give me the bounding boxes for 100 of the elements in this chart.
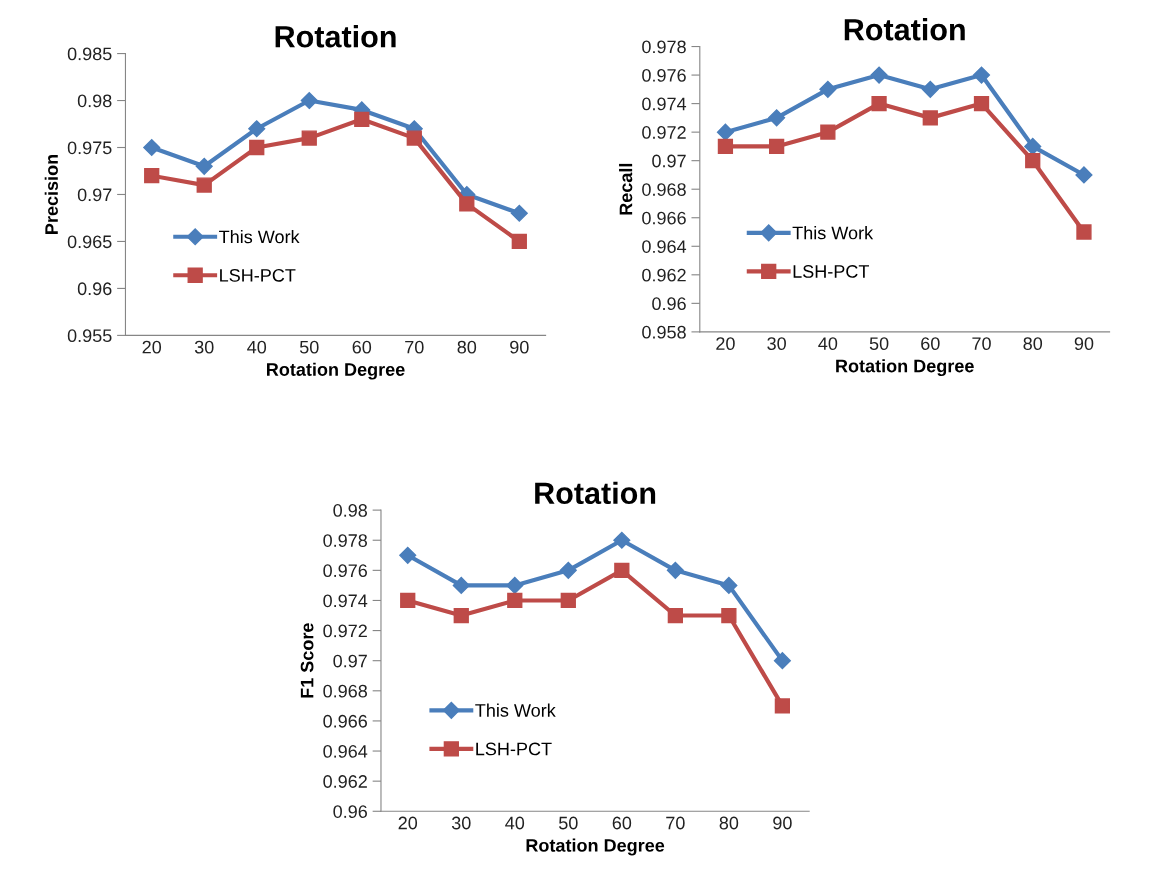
point [406, 130, 422, 146]
point [720, 576, 738, 594]
point [613, 531, 631, 549]
point [559, 561, 577, 579]
y-tick-label: 0.96 [652, 297, 686, 311]
y-tick-label: 0.96 [333, 805, 367, 818]
point [560, 592, 576, 609]
y-tick-label: 0.96 [77, 282, 112, 296]
chart-title: Rotation [275, 25, 396, 48]
x-tick-label: 90 [1074, 337, 1094, 351]
point [1025, 153, 1041, 169]
x-tick-label: 50 [869, 337, 889, 351]
x-tick-label: 30 [767, 337, 786, 351]
point [452, 576, 470, 594]
y-tick-label: 0.972 [642, 126, 686, 139]
point [716, 123, 734, 141]
y-tick-label: 0.97 [77, 188, 112, 202]
point [248, 120, 266, 138]
y-tick-label: 0.966 [642, 211, 686, 225]
point [249, 139, 265, 156]
x-tick-label: 90 [773, 816, 792, 830]
point [459, 196, 475, 212]
point [768, 109, 786, 127]
y-tick-label: 0.968 [642, 183, 686, 196]
point [973, 95, 990, 112]
point [773, 652, 791, 670]
legend-label: LSH-PCT [220, 268, 296, 282]
point [871, 95, 887, 112]
legend-label: This Work [219, 230, 300, 244]
point [921, 80, 939, 98]
y-tick-label: 0.962 [323, 775, 367, 788]
y-axis-title: Precision [44, 154, 58, 234]
point [1076, 224, 1092, 240]
point [399, 546, 417, 564]
y-tick-label: 0.955 [67, 329, 112, 343]
point [143, 138, 161, 157]
x-tick-label: 90 [510, 340, 529, 354]
legend-label: This Work [792, 226, 874, 240]
x-tick-label: 60 [612, 816, 632, 830]
y-tick-label: 0.965 [67, 235, 112, 249]
y-tick-label: 0.978 [323, 534, 368, 547]
point [511, 233, 527, 250]
y-tick-label: 0.972 [323, 624, 367, 638]
legend-label: This Work [475, 703, 556, 717]
chart-title: Rotation [535, 481, 656, 505]
point [666, 561, 684, 579]
x-tick-label: 60 [921, 337, 940, 351]
point [1024, 137, 1042, 155]
x-tick-label: 80 [719, 816, 739, 830]
y-tick-label: 0.958 [642, 325, 686, 339]
y-axis-title: Recall [619, 163, 633, 215]
point [144, 168, 160, 184]
x-tick-label: 40 [818, 337, 838, 351]
x-tick-label: 50 [299, 340, 319, 354]
x-axis-title: Rotation Degree [526, 838, 665, 856]
x-tick-label: 40 [505, 816, 525, 830]
point [768, 138, 785, 155]
y-tick-label: 0.964 [642, 240, 687, 253]
x-tick-label: 20 [142, 340, 162, 354]
x-tick-label: 80 [1023, 337, 1043, 351]
y-tick-label: 0.985 [67, 47, 112, 61]
point [300, 91, 318, 110]
point [820, 124, 836, 140]
x-axis-title: Rotation Degree [267, 362, 405, 380]
y-tick-label: 0.978 [642, 40, 686, 54]
point [301, 130, 317, 146]
point [1075, 166, 1093, 184]
y-tick-label: 0.98 [77, 94, 112, 108]
point [195, 157, 213, 175]
x-tick-label: 50 [558, 816, 578, 830]
y-tick-label: 0.975 [67, 141, 112, 155]
y-tick-label: 0.976 [642, 69, 686, 82]
chart-title: Rotation [844, 18, 965, 41]
y-tick-label: 0.974 [642, 97, 687, 111]
point [819, 80, 837, 98]
point [400, 592, 416, 609]
y-tick-label: 0.968 [323, 684, 368, 698]
x-tick-label: 70 [666, 816, 685, 830]
point [870, 66, 888, 84]
point [922, 110, 938, 126]
y-tick-label: 0.974 [323, 594, 368, 608]
point [507, 592, 523, 609]
x-axis-title: Rotation Degree [836, 359, 974, 377]
y-tick-label: 0.98 [333, 504, 367, 517]
x-tick-label: 60 [352, 340, 372, 354]
x-tick-label: 70 [972, 337, 991, 351]
x-tick-label: 30 [451, 816, 471, 830]
y-tick-label: 0.962 [642, 268, 686, 282]
y-tick-label: 0.964 [323, 744, 368, 758]
x-tick-label: 40 [247, 340, 267, 354]
point [721, 607, 737, 624]
point [354, 111, 370, 127]
point [717, 138, 734, 155]
y-tick-label: 0.97 [333, 654, 367, 668]
y-tick-label: 0.976 [323, 564, 367, 578]
point [453, 607, 469, 624]
point [667, 607, 683, 624]
legend-label: LSH-PCT [476, 742, 552, 756]
point [614, 562, 630, 578]
y-tick-label: 0.966 [323, 714, 367, 728]
